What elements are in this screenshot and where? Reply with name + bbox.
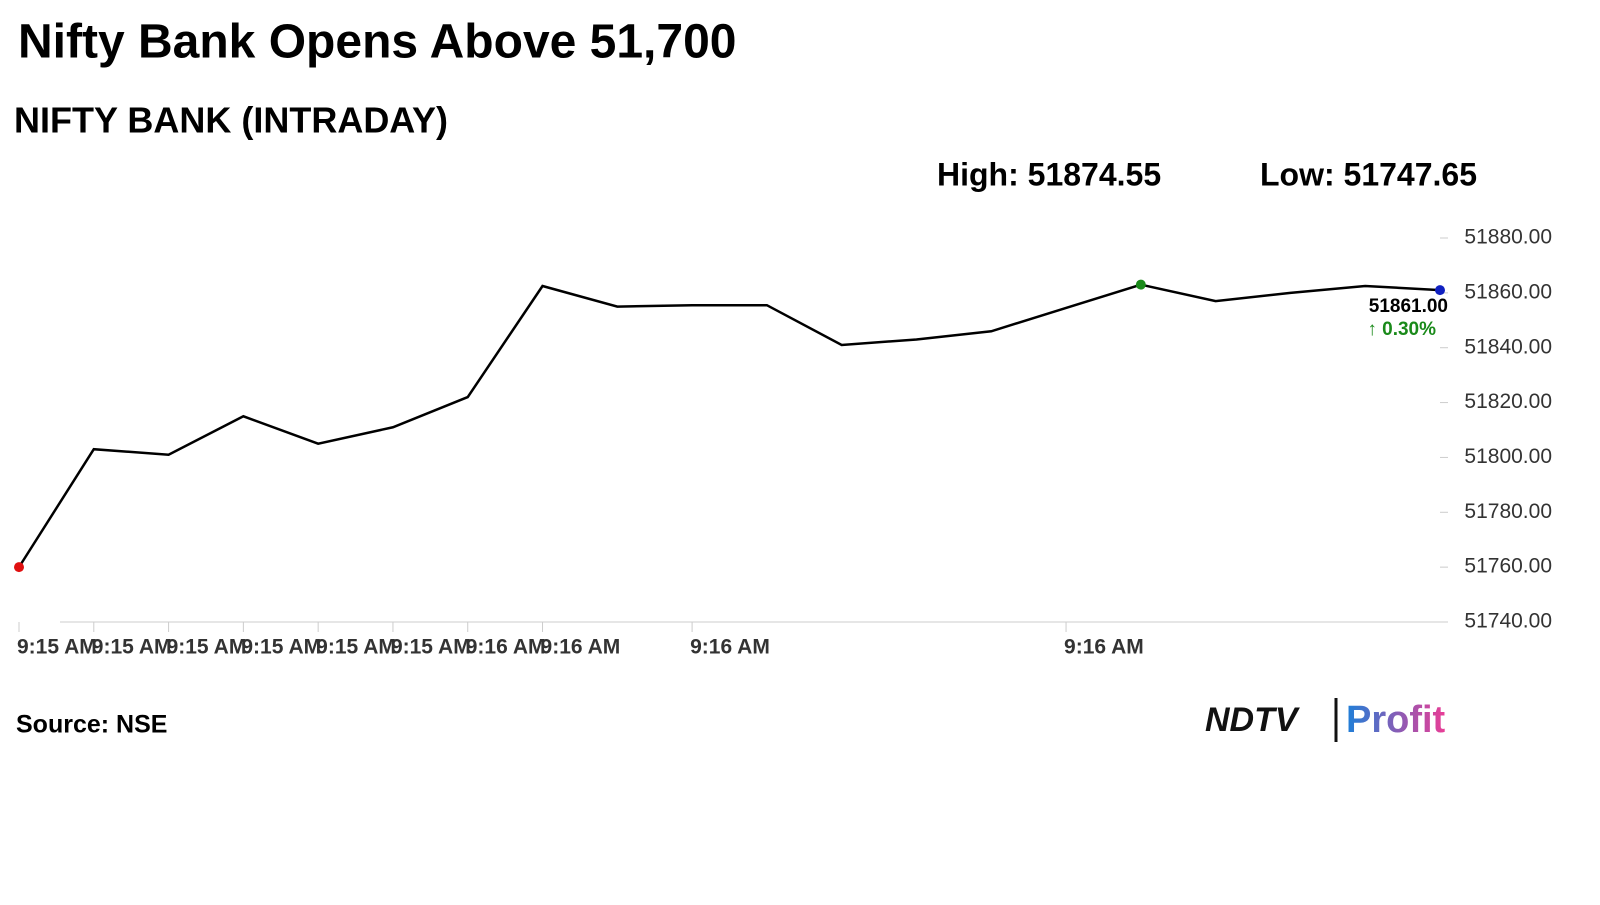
y-tick-label: 51740.00: [1464, 610, 1552, 633]
marker: [1435, 285, 1445, 296]
y-tick-label: 51860.00: [1464, 280, 1552, 303]
x-tick-label: 9:15 AM: [17, 636, 97, 659]
logo-profit: Profit: [1346, 699, 1446, 741]
x-tick-label: 9:16 AM: [466, 636, 546, 659]
y-tick-label: 51840.00: [1464, 335, 1552, 358]
high-label: High: 51874.55: [937, 156, 1161, 192]
x-tick-label: 9:15 AM: [167, 636, 247, 659]
marker: [1135, 279, 1146, 290]
y-tick-label: 51800.00: [1464, 445, 1552, 468]
y-tick-label: 51780.00: [1464, 500, 1552, 523]
marker: [14, 562, 24, 573]
low-label: Low: 51747.65: [1260, 156, 1477, 192]
change-label: ↑ 0.30%: [1367, 319, 1436, 340]
x-tick-label: 9:15 AM: [391, 636, 471, 659]
last-value-label: 51861.00: [1369, 296, 1448, 317]
y-tick-label: 51760.00: [1464, 555, 1552, 578]
y-tick-label: 51880.00: [1464, 226, 1552, 249]
x-tick-label: 9:16 AM: [1064, 636, 1144, 659]
logo-ndtv: NDTV: [1205, 701, 1301, 739]
y-tick-label: 51820.00: [1464, 390, 1552, 413]
chart-subtitle: NIFTY BANK (INTRADAY): [14, 100, 448, 141]
x-tick-label: 9:15 AM: [92, 636, 172, 659]
x-tick-label: 9:15 AM: [316, 636, 396, 659]
x-tick-label: 9:15 AM: [241, 636, 321, 659]
line: [17, 283, 1441, 568]
x-tick-label: 9:16 AM: [690, 636, 770, 659]
chart-title: Nifty Bank Opens Above 51,700: [18, 16, 736, 69]
source: Source: NSE: [16, 711, 167, 739]
x-tick-label: 9:16 AM: [541, 636, 621, 659]
